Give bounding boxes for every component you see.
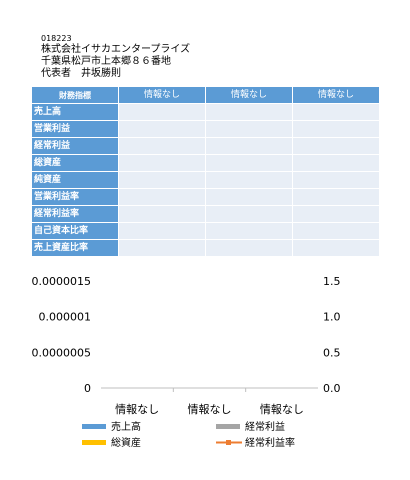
y-left-tick-label: 0.0000015: [32, 275, 92, 288]
company-code: 018223: [41, 34, 72, 43]
table-column-header: 情報なし: [292, 86, 380, 104]
table-column-header: 情報なし: [118, 86, 206, 104]
y-left-tick-label: 0.0000005: [32, 346, 92, 359]
table-row: 純資産: [31, 171, 380, 189]
table-cell: [292, 103, 380, 121]
x-tick-label: 情報なし: [188, 403, 232, 416]
y-right-tick-label: 0.5: [323, 346, 341, 359]
legend-swatch: [82, 424, 106, 429]
table-row: 売上資産比率: [31, 239, 380, 257]
table-cell: [205, 120, 293, 138]
table-row-label: 経常利益率: [31, 205, 119, 223]
table-cell: [292, 222, 380, 240]
y-left-tick-label: 0: [84, 382, 91, 395]
table-cell: [292, 188, 380, 206]
table-cell: [205, 222, 293, 240]
table-row-label: 自己資本比率: [31, 222, 119, 240]
table-cell: [292, 171, 380, 189]
table-cell: [205, 137, 293, 155]
table-header-row: 財務指標 情報なし 情報なし 情報なし: [31, 86, 380, 104]
legend-swatch: [216, 424, 240, 429]
y-left-tick-label: 0.000001: [39, 311, 92, 324]
table-cell: [292, 154, 380, 172]
table-cell: [292, 137, 380, 155]
legend-label: 総資産: [111, 436, 141, 449]
company-representative: 代表者 井坂勝則: [41, 68, 121, 79]
table-cell: [205, 205, 293, 223]
table-cell: [205, 188, 293, 206]
y-right-tick-label: 0.0: [323, 382, 341, 395]
legend-label: 経常利益率: [245, 436, 295, 449]
legend-swatch-marker: [226, 440, 231, 445]
x-tick-label: 情報なし: [260, 403, 304, 416]
table-row-label: 総資産: [31, 154, 119, 172]
table-cell: [118, 171, 206, 189]
table-cell: [118, 188, 206, 206]
table-row: 営業利益: [31, 120, 380, 138]
table-cell: [118, 239, 206, 257]
table-row: 営業利益率: [31, 188, 380, 206]
table-row-label: 売上資産比率: [31, 239, 119, 257]
x-tick-label: 情報なし: [115, 403, 159, 416]
company-name: 株式会社イサカエンタープライズ: [41, 44, 191, 55]
table-cell: [118, 205, 206, 223]
table-column-header: 情報なし: [205, 86, 293, 104]
table-row-label: 売上高: [31, 103, 119, 121]
table-cell: [205, 154, 293, 172]
table-row: 経常利益: [31, 137, 380, 155]
table-cell: [118, 154, 206, 172]
table-cell: [292, 239, 380, 257]
table-cell: [118, 103, 206, 121]
legend-label: 売上高: [111, 420, 141, 433]
table-cell: [292, 205, 380, 223]
table-row: 経常利益率: [31, 205, 380, 223]
table-row: 総資産: [31, 154, 380, 172]
table-cell: [118, 137, 206, 155]
table-cell: [118, 222, 206, 240]
company-header: 018223 株式会社イサカエンタープライズ 千葉県松戸市上本郷８６番地 代表者…: [41, 33, 190, 80]
financial-chart: 0.0000015 0.000001 0.0000005 0 1.5 1.0 0.5 0.0…: [32, 275, 341, 449]
table-row-label: 純資産: [31, 171, 119, 189]
table-row-label: 営業利益率: [31, 188, 119, 206]
company-address: 千葉県松戸市上本郷８６番地: [41, 56, 171, 67]
table-row: 売上高: [31, 103, 380, 121]
legend-label: 経常利益: [245, 420, 285, 433]
legend-swatch: [82, 440, 106, 445]
table-cell: [205, 103, 293, 121]
y-right-tick-label: 1.5: [323, 275, 341, 288]
y-right-tick-label: 1.0: [323, 311, 341, 324]
table-corner-label: 財務指標: [31, 86, 119, 104]
table-row: 自己資本比率: [31, 222, 380, 240]
table-row-label: 経常利益: [31, 137, 119, 155]
table-row-label: 営業利益: [31, 120, 119, 138]
table-cell: [118, 120, 206, 138]
table-cell: [292, 120, 380, 138]
financial-table: 財務指標 情報なし 情報なし 情報なし 売上高 営業利益 経常利益 総資産 純資産 営業利…: [31, 86, 380, 257]
table-cell: [205, 239, 293, 257]
table-cell: [205, 171, 293, 189]
